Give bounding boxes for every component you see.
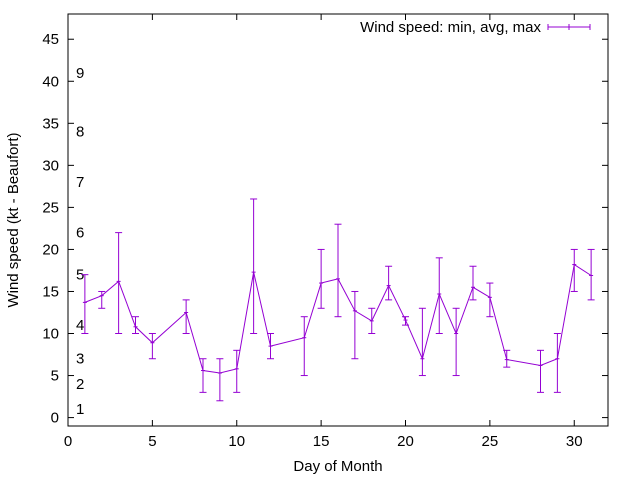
- data-point: [368, 307, 376, 335]
- data-point: [418, 307, 426, 377]
- x-tick-label: 30: [566, 433, 583, 450]
- series-line: [84, 263, 592, 374]
- x-tick-label: 25: [482, 433, 499, 450]
- x-axis: 0 5 10 15 20 25 30: [64, 14, 583, 450]
- data-point: [81, 274, 89, 335]
- x-tick-label: 15: [313, 433, 330, 450]
- beaufort-label: 6: [76, 225, 84, 242]
- data-point: [300, 316, 308, 377]
- y-tick-label: 40: [42, 73, 59, 90]
- data-point: [435, 257, 443, 335]
- data-point: [486, 282, 494, 318]
- x-tick-label: 5: [148, 433, 156, 450]
- legend-label: Wind speed: min, avg, max: [360, 19, 541, 36]
- data-point: [351, 290, 359, 360]
- data-point: [503, 349, 511, 368]
- data-point: [115, 232, 123, 335]
- beaufort-label: 5: [76, 267, 84, 284]
- data-point: [402, 316, 409, 326]
- data-point: [132, 316, 139, 335]
- y-tick-label: 30: [42, 157, 59, 174]
- x-tick-label: 10: [228, 433, 245, 450]
- beaufort-label: 9: [76, 65, 84, 82]
- y-tick-label: 45: [42, 31, 59, 48]
- data-point: [452, 307, 460, 377]
- data-point: [385, 265, 393, 301]
- y-tick-label: 25: [42, 199, 59, 216]
- beaufort-scale-labels: 1 2 3 4 5 6 7 8 9: [76, 65, 84, 418]
- data-point: [98, 290, 106, 309]
- series-layer: [81, 198, 595, 402]
- beaufort-label: 8: [76, 124, 84, 141]
- beaufort-label: 2: [76, 376, 84, 393]
- x-tick-label: 0: [64, 433, 72, 450]
- beaufort-label: 7: [76, 174, 84, 191]
- data-point: [199, 358, 207, 393]
- y-tick-label: 35: [42, 115, 59, 132]
- y-tick-label: 10: [42, 326, 59, 343]
- y-tick-label: 0: [51, 410, 59, 427]
- data-point: [334, 223, 342, 318]
- legend-sample: [547, 24, 591, 30]
- plot-frame: [67, 13, 609, 427]
- data-point: [587, 248, 595, 301]
- beaufort-label: 4: [76, 317, 84, 334]
- y-axis-label: Wind speed (kt - Beaufort): [5, 132, 22, 307]
- y-tick-label: 5: [51, 368, 59, 385]
- legend: Wind speed: min, avg, max: [360, 19, 591, 36]
- beaufort-label: 1: [76, 401, 84, 418]
- data-point: [216, 358, 224, 402]
- x-tick-label: 20: [397, 433, 414, 450]
- data-point: [469, 265, 477, 301]
- data-point: [570, 248, 578, 292]
- data-point: [537, 349, 544, 393]
- x-axis-label: Day of Month: [293, 458, 382, 475]
- data-point: [317, 248, 325, 309]
- data-point: [250, 198, 258, 335]
- data-point: [267, 333, 274, 360]
- data-point: [233, 349, 241, 393]
- y-tick-label: 20: [42, 241, 59, 258]
- data-point: [148, 333, 156, 360]
- data-point: [553, 333, 561, 393]
- y-tick-label: 15: [42, 283, 59, 300]
- beaufort-label: 3: [76, 351, 84, 368]
- data-point: [182, 299, 190, 335]
